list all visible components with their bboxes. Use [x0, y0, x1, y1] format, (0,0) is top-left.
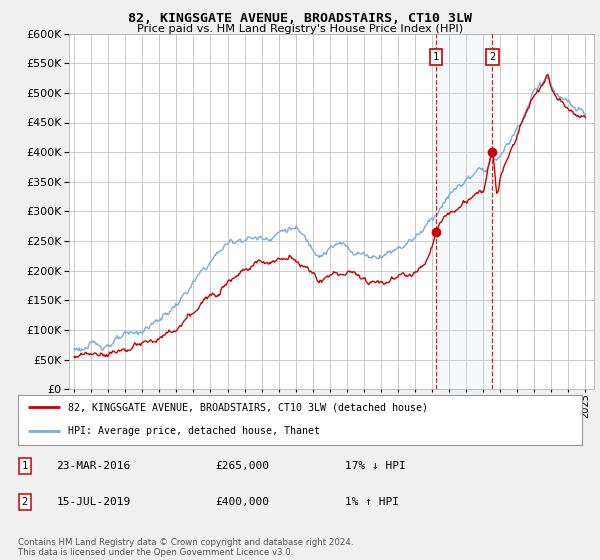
Text: Price paid vs. HM Land Registry's House Price Index (HPI): Price paid vs. HM Land Registry's House …: [137, 24, 463, 34]
Text: £265,000: £265,000: [215, 461, 269, 471]
Text: 17% ↓ HPI: 17% ↓ HPI: [345, 461, 406, 471]
Text: 82, KINGSGATE AVENUE, BROADSTAIRS, CT10 3LW: 82, KINGSGATE AVENUE, BROADSTAIRS, CT10 …: [128, 12, 472, 25]
Text: 15-JUL-2019: 15-JUL-2019: [56, 497, 131, 507]
Text: 23-MAR-2016: 23-MAR-2016: [56, 461, 131, 471]
Text: HPI: Average price, detached house, Thanet: HPI: Average price, detached house, Than…: [68, 426, 320, 436]
Text: 1% ↑ HPI: 1% ↑ HPI: [345, 497, 399, 507]
Text: 82, KINGSGATE AVENUE, BROADSTAIRS, CT10 3LW (detached house): 82, KINGSGATE AVENUE, BROADSTAIRS, CT10 …: [68, 403, 428, 412]
Text: 2: 2: [489, 52, 496, 62]
Text: 1: 1: [22, 461, 28, 471]
Text: Contains HM Land Registry data © Crown copyright and database right 2024.
This d: Contains HM Land Registry data © Crown c…: [18, 538, 353, 557]
Text: 1: 1: [433, 52, 439, 62]
Bar: [436, 34, 493, 389]
Text: £400,000: £400,000: [215, 497, 269, 507]
Text: 2: 2: [22, 497, 28, 507]
